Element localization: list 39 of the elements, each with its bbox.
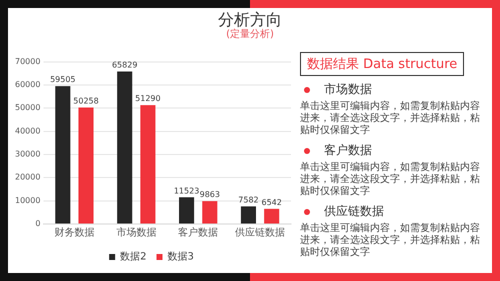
x-tick-label: 客户数据 — [178, 226, 218, 239]
data-label: 65829 — [112, 60, 138, 70]
y-tick-label: 30000 — [14, 150, 40, 159]
data-label: 6542 — [261, 198, 282, 207]
chart-title: 分析方向 — [217, 10, 283, 29]
x-tick-label: 供应链数据 — [235, 226, 286, 239]
bar — [140, 105, 156, 224]
y-tick-label: 0 — [35, 219, 40, 228]
bar — [55, 86, 70, 224]
data-label: 59505 — [50, 75, 76, 84]
bar — [117, 71, 132, 224]
data-label: 50258 — [73, 96, 99, 106]
data-label: 11523 — [174, 186, 200, 196]
chart-subtitle: (定量分析) — [225, 29, 275, 41]
y-tick-label: 20000 — [14, 172, 40, 182]
text: 数据结果 Data structure — [300, 52, 464, 76]
x-tick-label: 市场数据 — [116, 226, 156, 239]
y-tick-label: 50000 — [14, 103, 40, 112]
x-tick-label: 财务数据 — [54, 226, 94, 239]
y-tick-label: 60000 — [14, 80, 40, 90]
data-label: 7582 — [238, 196, 259, 205]
bar — [264, 208, 280, 224]
bar — [240, 206, 256, 224]
text: 客户数据 — [324, 142, 372, 159]
bar — [179, 197, 194, 224]
bar — [78, 108, 94, 224]
y-tick-label: 70000 — [14, 56, 40, 66]
data-label: 9863 — [200, 190, 220, 200]
text: 单击这里可编辑内容，如需复制粘贴内容进来，请全选这段文字，并选择粘贴，粘贴时仅保留文字 — [300, 223, 481, 259]
text: 单击这里可编辑内容，如需复制粘贴内容进来，请全选这段文字，并选择粘贴，粘贴时仅保留文字 — [300, 101, 481, 137]
bar — [202, 201, 218, 224]
data-label: 51290 — [135, 94, 161, 104]
text: 单击这里可编辑内容，如需复制粘贴内容进来，请全选这段文字，并选择粘贴，粘贴时仅保留文字 — [300, 162, 481, 198]
legend-label: 数据2 — [120, 250, 147, 263]
text: 市场数据 — [324, 81, 372, 98]
legend-label: 数据3 — [168, 250, 194, 263]
y-tick-label: 10000 — [14, 196, 40, 205]
text: 供应链数据 — [324, 203, 384, 220]
y-tick-label: 40000 — [14, 126, 40, 136]
